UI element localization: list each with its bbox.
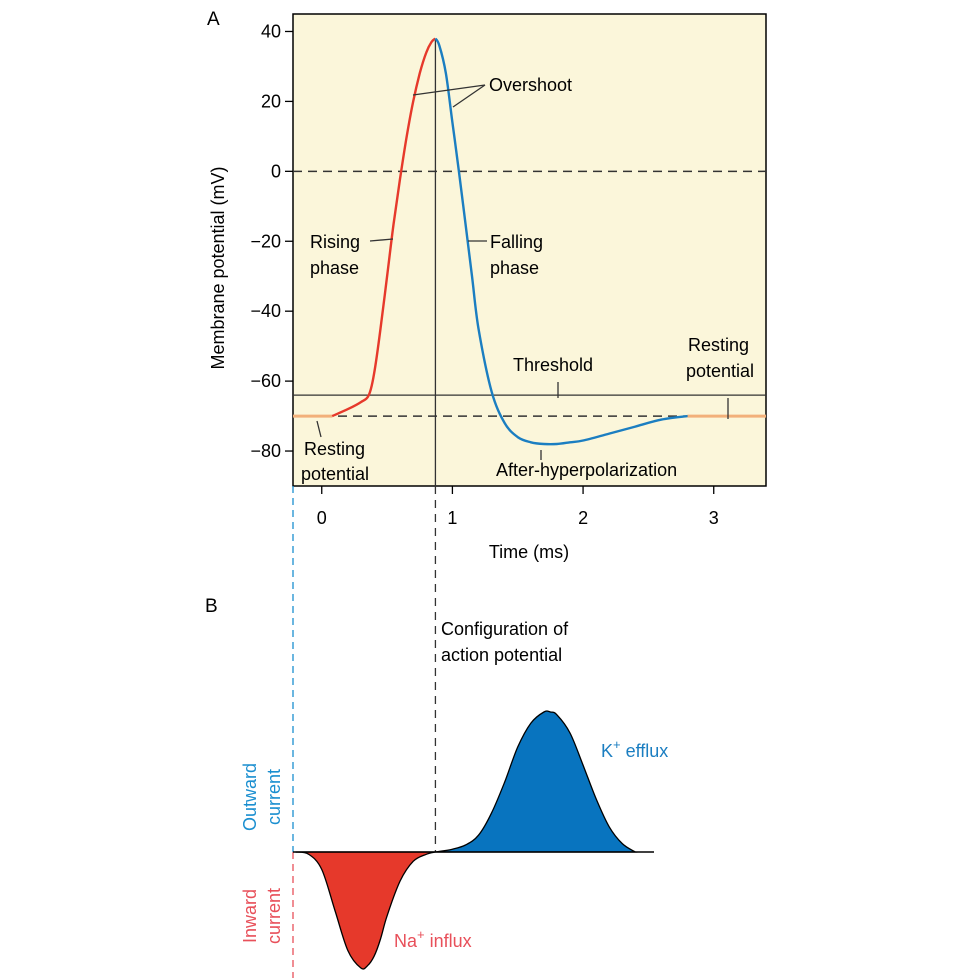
- k-efflux-area: [435, 710, 638, 853]
- resting-right-label-line2: potential: [686, 361, 754, 381]
- rising-leader: [369, 238, 394, 242]
- ionic-current-chart: Configuration of action potential K+ eff…: [240, 619, 668, 970]
- panel-a-label: A: [207, 9, 220, 30]
- annotation-leaders: [316, 84, 729, 460]
- na-influx-ion: Na: [394, 931, 418, 951]
- resting-left-label-line1: Resting: [304, 439, 365, 459]
- na-influx-charge: +: [417, 927, 425, 942]
- threshold-label: Threshold: [513, 355, 593, 375]
- after-hyperpolarization-label: After-hyperpolarization: [496, 460, 677, 480]
- k-efflux-ion: K: [601, 741, 613, 761]
- y-tick-label: −80: [250, 441, 281, 461]
- na-influx-label: Na+ influx: [394, 927, 472, 951]
- x-tick-label: 1: [447, 508, 457, 528]
- overshoot-leader-right: [452, 84, 486, 108]
- resting-right-label-line1: Resting: [688, 335, 749, 355]
- falling-phase-label-line1: Falling: [490, 232, 543, 252]
- inward-current-line1: Inward: [240, 889, 260, 943]
- panel-b-label: B: [205, 596, 218, 617]
- action-potential-chart: 40 20 0 −20 −40 −60 −80 0 1 2 3 Membrane potentia…: [208, 13, 767, 562]
- rising-phase-curve: [331, 37, 437, 418]
- na-influx-area: [295, 851, 436, 970]
- y-tick-label: −60: [250, 371, 281, 391]
- y-tick-label: 0: [271, 161, 281, 181]
- rising-phase-label-line2: phase: [310, 258, 359, 278]
- k-efflux-label: K+ efflux: [601, 737, 668, 761]
- outward-current-line2: current: [264, 769, 284, 825]
- y-tick-label: 20: [261, 91, 281, 111]
- y-tick-label: −40: [250, 301, 281, 321]
- y-tick-label: −20: [250, 231, 281, 251]
- y-axis-ticks: 40 20 0 −20 −40 −60 −80: [250, 21, 293, 461]
- rising-phase-label-line1: Rising: [310, 232, 360, 252]
- y-tick-label: 40: [261, 21, 281, 41]
- na-influx-text: influx: [425, 931, 472, 951]
- x-axis-title: Time (ms): [489, 542, 569, 562]
- inward-current-line2: current: [264, 888, 284, 944]
- outward-current-label: Outward current: [240, 763, 284, 831]
- x-tick-label: 3: [709, 508, 719, 528]
- resting-left-leader: [316, 420, 322, 438]
- x-tick-label: 0: [317, 508, 327, 528]
- falling-phase-curve: [434, 37, 688, 446]
- resting-left-label-line2: potential: [301, 464, 369, 484]
- k-efflux-charge: +: [613, 737, 621, 752]
- y-axis-title: Membrane potential (mV): [208, 166, 228, 369]
- configuration-label-line2: action potential: [441, 645, 562, 665]
- overshoot-label: Overshoot: [489, 75, 572, 95]
- x-tick-label: 2: [578, 508, 588, 528]
- configuration-label-line1: Configuration of: [441, 619, 569, 639]
- falling-phase-label-line2: phase: [490, 258, 539, 278]
- outward-current-line1: Outward: [240, 763, 260, 831]
- overshoot-leader-left: [412, 84, 486, 96]
- inward-current-label: Inward current: [240, 888, 284, 944]
- plot-area: [292, 13, 767, 487]
- x-axis-ticks: 0 1 2 3: [317, 486, 719, 528]
- k-efflux-text: efflux: [621, 741, 669, 761]
